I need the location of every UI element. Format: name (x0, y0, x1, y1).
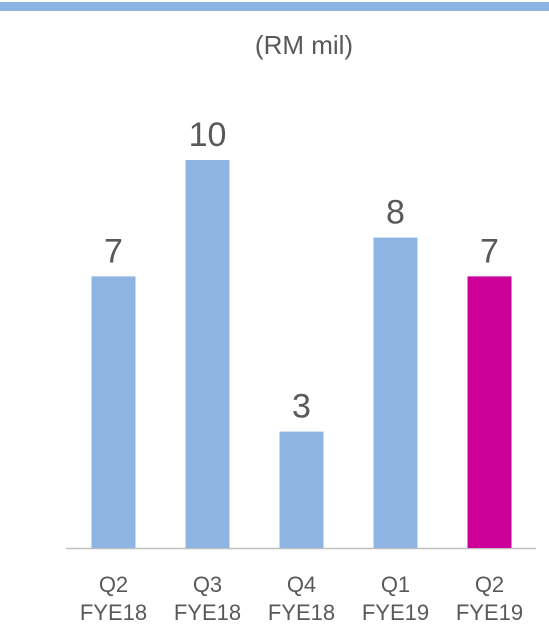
bar (91, 276, 136, 548)
x-tick-label: Q1 (381, 572, 410, 597)
chart-title: (RM mil) (255, 30, 353, 60)
x-tick-label: Q4 (287, 572, 316, 597)
value-label: 10 (189, 116, 227, 154)
x-tick-label: FYE18 (268, 600, 335, 625)
bar (185, 160, 230, 548)
x-tick-label: FYE18 (80, 600, 147, 625)
x-tick-label: FYE18 (174, 600, 241, 625)
bar (467, 276, 512, 548)
x-tick-label: Q3 (193, 572, 222, 597)
value-label: 7 (104, 232, 123, 270)
x-tick-label: Q2 (99, 572, 128, 597)
x-tick-label: FYE19 (456, 600, 523, 625)
value-label: 8 (386, 194, 405, 232)
value-label: 3 (292, 388, 311, 426)
top-rule (0, 2, 549, 11)
bar (279, 431, 324, 548)
x-tick-label: Q2 (475, 572, 504, 597)
value-label: 7 (480, 232, 499, 270)
x-tick-label: FYE19 (362, 600, 429, 625)
bar (373, 237, 418, 548)
